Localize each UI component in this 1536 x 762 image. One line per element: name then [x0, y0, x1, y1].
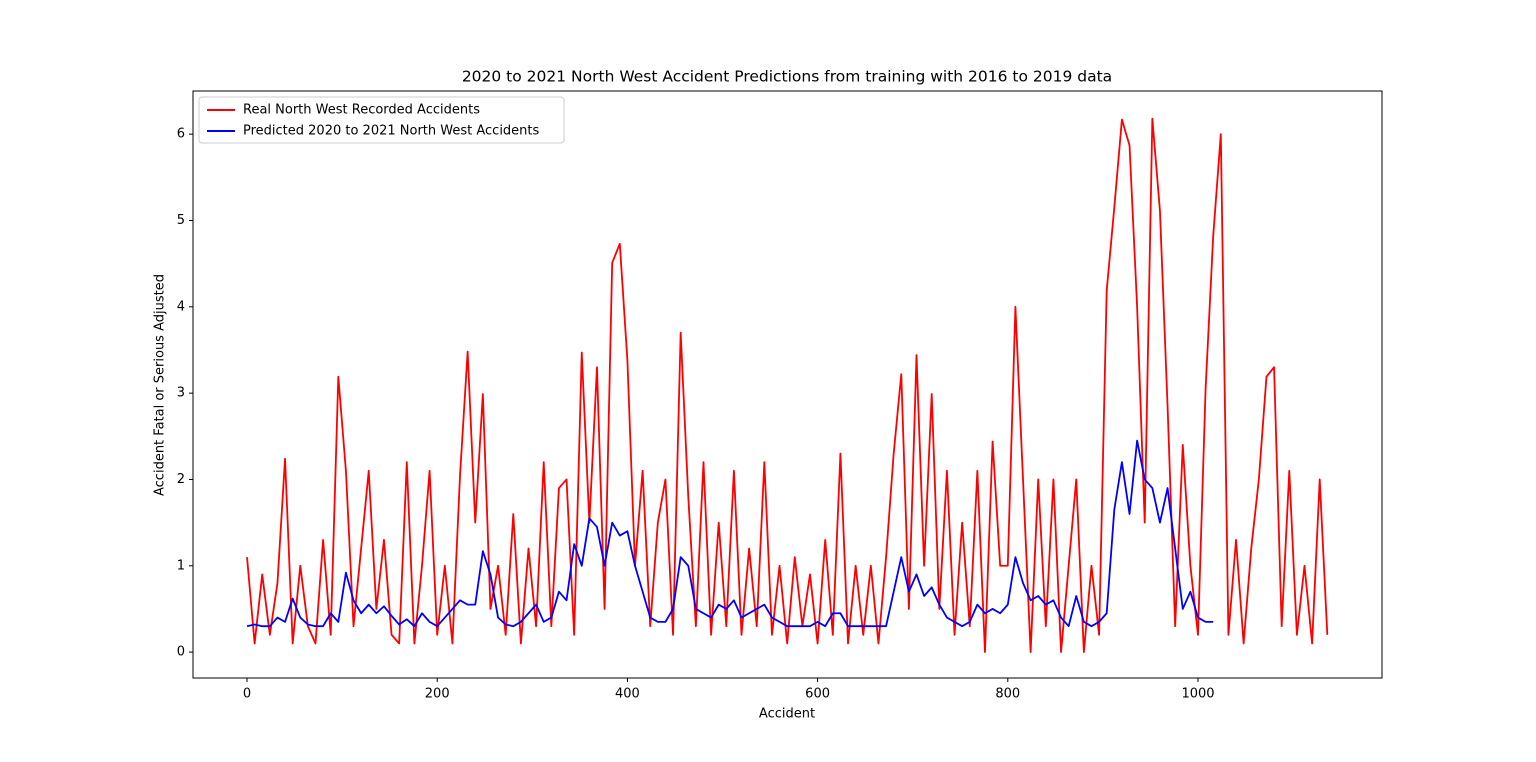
- plot-frame: [192, 90, 1383, 679]
- y-tick-label: 1: [177, 558, 185, 573]
- y-tick-label: 6: [177, 127, 185, 142]
- chart-title: 2020 to 2021 North West Accident Predict…: [462, 68, 1112, 86]
- y-tick-label: 0: [177, 645, 185, 660]
- y-tick-label: 5: [177, 213, 185, 228]
- y-axis-label: Accident Fatal or Serious Adjusted: [153, 274, 168, 496]
- x-tick-label: 600: [805, 687, 830, 702]
- legend-label: Predicted 2020 to 2021 North West Accide…: [243, 124, 540, 139]
- x-tick-label: 0: [243, 687, 251, 702]
- y-tick-label: 2: [177, 472, 185, 487]
- x-tick-label: 1000: [1181, 687, 1214, 702]
- x-tick-label: 200: [425, 687, 450, 702]
- legend-label: Real North West Recorded Accidents: [243, 103, 480, 118]
- data-line: [246, 117, 1329, 653]
- x-axis-label: Accident: [759, 707, 815, 722]
- legend-box: [198, 96, 565, 144]
- x-tick-label: 400: [615, 687, 640, 702]
- data-line: [246, 439, 1214, 628]
- y-tick-label: 3: [177, 386, 185, 401]
- x-tick-label: 800: [995, 687, 1020, 702]
- y-tick-label: 4: [177, 299, 185, 314]
